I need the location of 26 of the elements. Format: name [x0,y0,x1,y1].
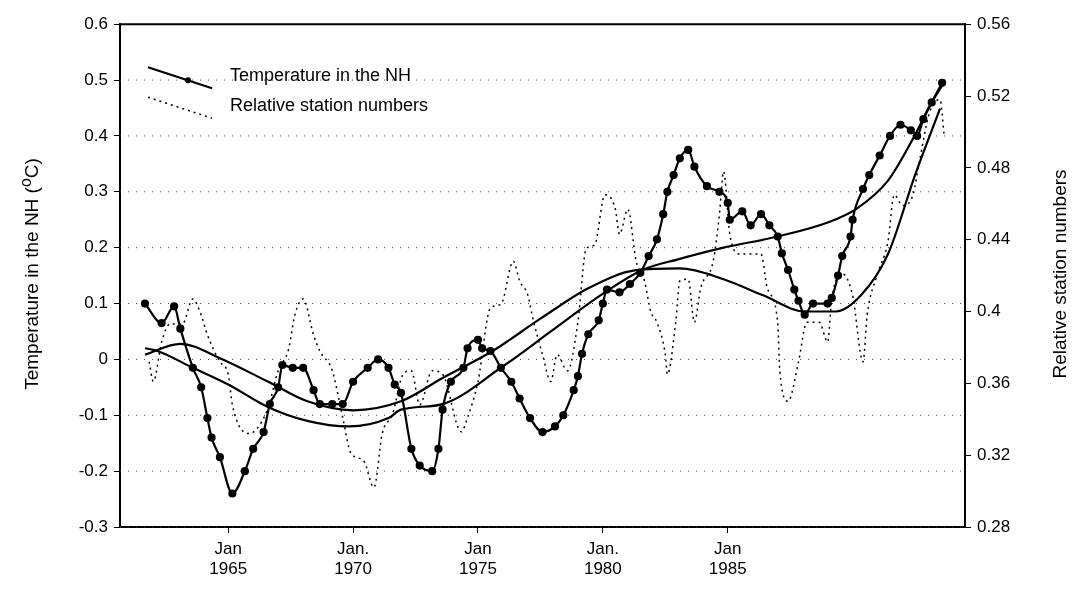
y-tick-label: 0.1 [84,293,108,313]
y2-tick-label: 0.48 [977,157,1011,177]
y-tick-label: 0.5 [84,69,108,89]
legend-label: Temperature in the NH [230,65,412,86]
x-tick-label: Jan. 1970 [334,538,373,579]
y-tick-label: 0.4 [84,125,108,145]
y-tick-label: 0.2 [84,237,108,257]
y-tick-label: -0.2 [78,460,108,480]
y2-axis-title: Relative station numbers [1049,169,1071,379]
y-tick-label: 0.6 [84,13,108,33]
y2-tick-label: 0.36 [977,373,1011,393]
y2-tick-label: 0.4 [977,301,1001,321]
y-tick-label: -0.1 [78,404,108,424]
y-tick-label: 0 [98,349,108,369]
x-tick-label: Jan. 1980 [583,538,622,579]
y2-tick-label: 0.52 [977,85,1011,105]
y2-tick-label: 0.32 [977,444,1011,464]
legend-label: Relative station numbers [230,95,429,116]
y-tick-label: 0.3 [84,181,108,201]
y2-tick-label: 0.28 [977,516,1011,536]
y2-tick-label: 0.44 [977,229,1011,249]
x-tick-label: Jan 1975 [459,538,497,579]
x-tick-label: Jan 1985 [708,538,747,579]
y2-tick-label: 0.56 [977,13,1011,33]
x-tick-label: Jan 1965 [209,538,248,579]
y-tick-label: -0.3 [78,516,108,536]
